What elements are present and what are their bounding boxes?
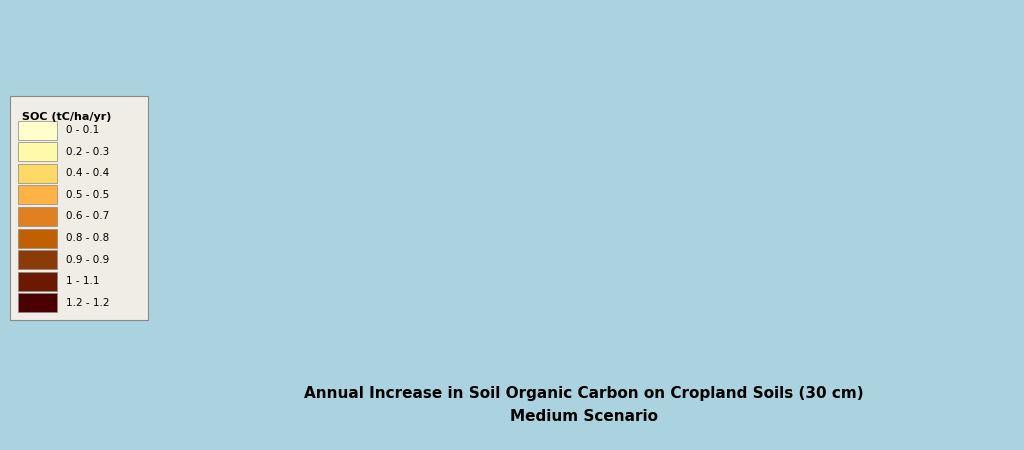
Text: SOC (tC/ha/yr): SOC (tC/ha/yr) <box>22 112 111 122</box>
Text: Annual Increase in Soil Organic Carbon on Cropland Soils (30 cm)
Medium Scenario: Annual Increase in Soil Organic Carbon o… <box>304 387 863 423</box>
Text: 0.2 - 0.3: 0.2 - 0.3 <box>66 147 109 157</box>
Text: 0.6 - 0.7: 0.6 - 0.7 <box>66 212 109 221</box>
Text: 1 - 1.1: 1 - 1.1 <box>66 276 99 286</box>
Text: 0 - 0.1: 0 - 0.1 <box>66 125 98 135</box>
Text: 0.9 - 0.9: 0.9 - 0.9 <box>66 255 109 265</box>
Text: 0.8 - 0.8: 0.8 - 0.8 <box>66 233 109 243</box>
Text: 0.4 - 0.4: 0.4 - 0.4 <box>66 168 109 178</box>
Text: 0.5 - 0.5: 0.5 - 0.5 <box>66 190 109 200</box>
Text: 1.2 - 1.2: 1.2 - 1.2 <box>66 298 109 308</box>
